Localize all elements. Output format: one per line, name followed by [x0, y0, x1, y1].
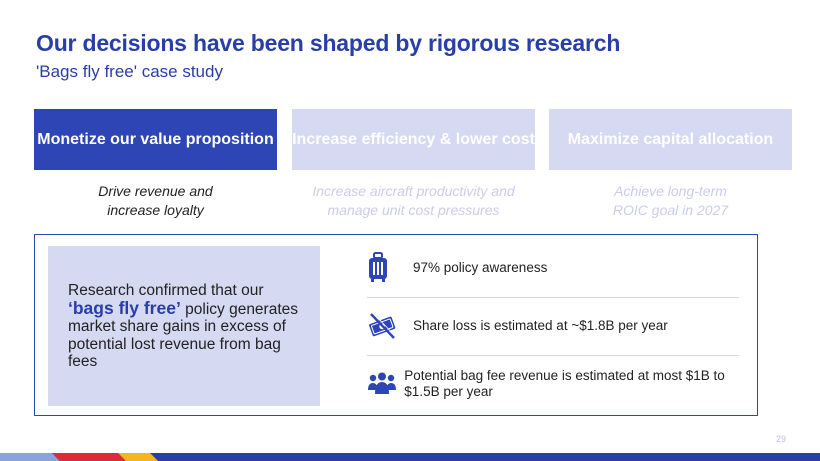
footer-brand-stripe — [0, 453, 820, 461]
people-group-icon — [367, 371, 404, 397]
research-finding: Research confirmed that our ‘bags fly fr… — [48, 246, 320, 406]
point-bag-fee-revenue: Potential bag fee revenue is estimated a… — [367, 359, 739, 409]
pillar-efficiency: Increase efficiency & lower cost — [292, 109, 535, 170]
finding-text-after: policy generates market share gains in e… — [68, 300, 299, 371]
pillar-title: Increase efficiency & lower cost — [292, 131, 535, 148]
point-text: Potential bag fee revenue is estimated a… — [404, 368, 725, 399]
pillar-description-capital: Achieve long-term ROIC goal in 2027 — [549, 182, 792, 220]
point-text: 97% policy awareness — [413, 260, 548, 275]
finding-highlight: ‘bags fly free’ — [68, 297, 181, 318]
pillar-title: Maximize capital allocation — [567, 131, 774, 148]
suitcase-icon — [367, 252, 413, 284]
pillar-description-text: Achieve long-term ROIC goal in 2027 — [612, 183, 729, 218]
pillar-description-monetize: Drive revenue and increase loyalty — [34, 182, 277, 220]
finding-text-before: Research confirmed that our — [68, 282, 264, 299]
page-number: 29 — [775, 434, 786, 444]
page-subtitle: 'Bags fly free' case study — [36, 62, 223, 81]
point-awareness: 97% policy awareness — [367, 243, 739, 293]
pillar-capital: Maximize capital allocation — [549, 109, 792, 170]
pillar-monetize: Monetize our value proposition — [34, 109, 277, 170]
case-study-box — [34, 234, 758, 416]
pillar-title: Monetize our value proposition — [37, 131, 274, 148]
point-text: Share loss is estimated at ~$1.8B per ye… — [413, 318, 668, 333]
pillar-description-text: Increase aircraft productivity and manag… — [312, 183, 515, 218]
pillar-description-text: Drive revenue and increase loyalty — [98, 183, 213, 218]
pillar-description-efficiency: Increase aircraft productivity and manag… — [292, 182, 535, 220]
divider — [367, 297, 739, 298]
point-share-loss: Share loss is estimated at ~$1.8B per ye… — [367, 301, 739, 351]
money-crossed-icon — [367, 311, 413, 341]
page-title: Our decisions have been shaped by rigoro… — [36, 30, 621, 56]
divider — [367, 355, 739, 356]
